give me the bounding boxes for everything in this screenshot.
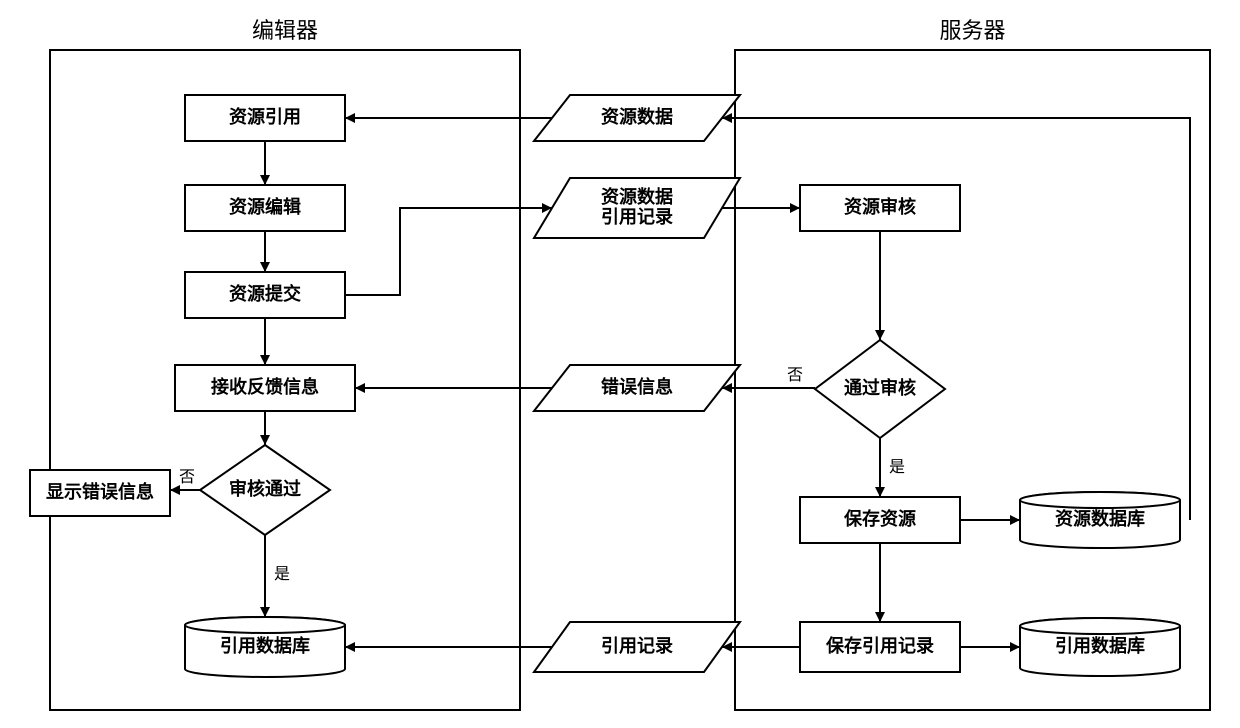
n-edit-label: 资源编辑 xyxy=(229,196,301,217)
edge-label-n-pass-right-n-save-res: 是 xyxy=(889,459,905,476)
edge-n-resdb-n-data-res xyxy=(722,118,1190,520)
n-err-label: 错误信息 xyxy=(601,376,673,397)
n-save-res-label: 保存资源 xyxy=(843,508,916,529)
n-quotedb-r-label: 引用数据库 xyxy=(1055,635,1145,656)
n-quotedb-l-label: 引用数据库 xyxy=(220,635,310,656)
n-data-res-label: 资源数据 xyxy=(601,106,673,127)
server-panel-title: 服务器 xyxy=(939,18,1005,43)
edge-label-n-pass-right-n-err: 否 xyxy=(787,367,803,384)
n-save-rec-label: 保存引用记录 xyxy=(825,635,934,656)
n-quote-rec-label: 引用记录 xyxy=(601,636,673,656)
n-submit-label: 资源提交 xyxy=(229,283,301,304)
n-audit-label: 资源审核 xyxy=(844,196,916,217)
n-recv-label: 接收反馈信息 xyxy=(211,376,319,397)
edge-label-n-pass-left-n-showerr: 否 xyxy=(179,469,195,486)
n-pass-right-label: 通过审核 xyxy=(844,377,916,398)
flowchart-canvas: 编辑器 服务器资源引用资源编辑资源提交接收反馈信息审核通过 显示错误信息引用数据库 资… xyxy=(0,0,1240,728)
server-panel xyxy=(735,50,1210,710)
n-resdb-label: 资源数据库 xyxy=(1055,508,1145,529)
n-pass-left-label: 审核通过 xyxy=(229,478,301,499)
n-showerr-label: 显示错误信息 xyxy=(46,481,154,502)
editor-panel-title: 编辑器 xyxy=(252,18,318,43)
n-data-rec-label: 资源数据引用记录 xyxy=(601,186,673,227)
n-ref-label: 资源引用 xyxy=(229,106,301,127)
edge-label-n-pass-left-n-quotedb-l: 是 xyxy=(274,566,290,583)
